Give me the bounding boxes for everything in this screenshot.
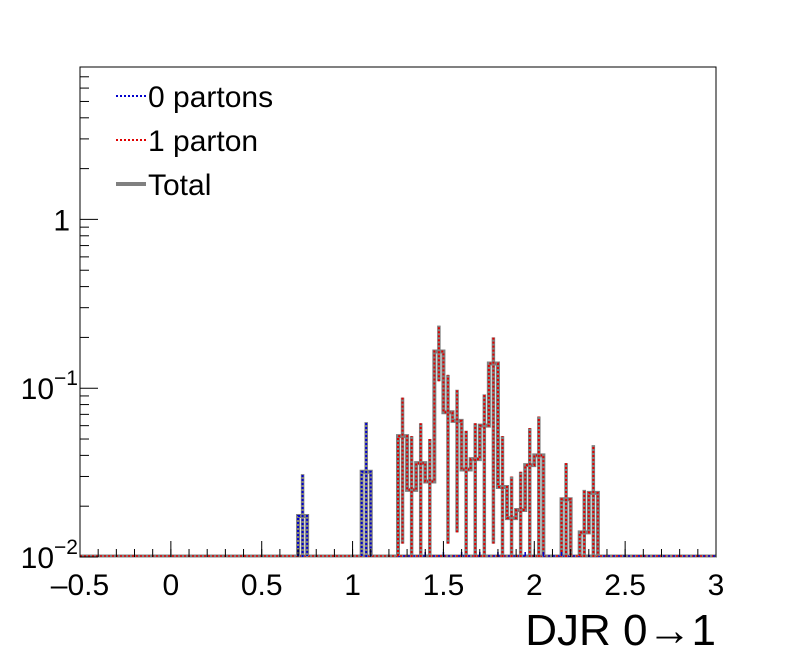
x-tick-label: –0.5 xyxy=(51,569,109,602)
legend-label: Total xyxy=(148,169,211,202)
x-tick-label: 1 xyxy=(344,569,361,602)
x-tick-label: 2.5 xyxy=(604,569,646,602)
series-step-1-2 xyxy=(578,491,599,556)
x-axis-title: DJR 0→1 xyxy=(525,606,716,655)
x-tick-label: 0.5 xyxy=(241,569,283,602)
legend-entry: 0 partons xyxy=(116,81,273,114)
y-tick-label: 1 xyxy=(53,204,70,237)
legend-entry: Total xyxy=(116,169,211,202)
x-tick-label: 0 xyxy=(163,569,180,602)
series-1 xyxy=(396,325,600,557)
legend-entry: 1 parton xyxy=(116,125,258,158)
series-0 xyxy=(296,422,373,557)
y-tick-label: 10−1 xyxy=(21,367,78,406)
x-tick-label: 2 xyxy=(526,569,543,602)
axes: –0.5 0 0.5 1 1.5 2 2.5 3 10−2 10−1 1 xyxy=(21,66,725,602)
legend-label: 0 partons xyxy=(148,81,273,114)
legend-label: 1 parton xyxy=(148,125,258,158)
histogram-series xyxy=(80,325,716,558)
legend: 0 partons 1 parton Total xyxy=(116,81,273,202)
x-tick-label: 1.5 xyxy=(423,569,465,602)
y-tick-label: 10−2 xyxy=(21,536,78,575)
x-tick-label: 3 xyxy=(708,569,725,602)
